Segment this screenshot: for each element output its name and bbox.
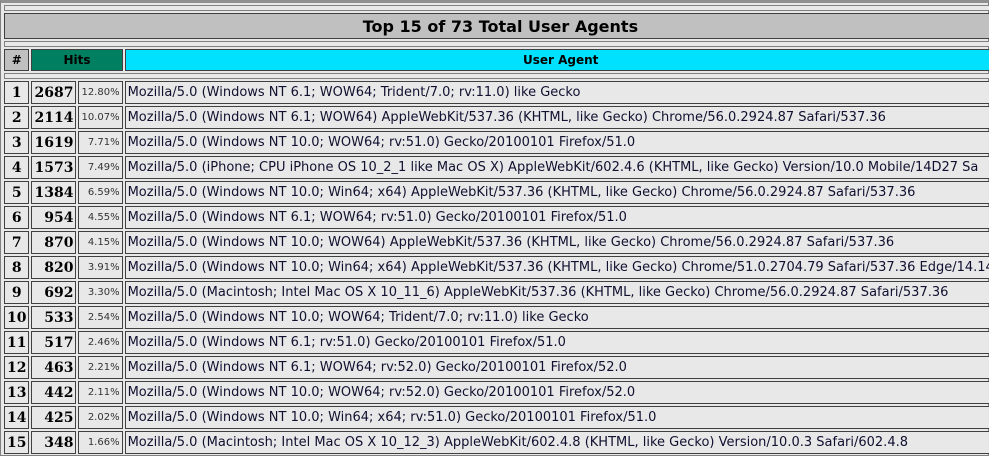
hits-cell: 954 xyxy=(31,206,77,229)
table-row: 14 425 2.02% Mozilla/5.0 (Windows NT 10.0; … xyxy=(4,406,989,429)
user-agent-cell: Mozilla/5.0 (iPhone; CPU iPhone OS 10_2_… xyxy=(124,156,989,179)
percent-cell: 2.46% xyxy=(78,331,123,354)
percent-cell: 2.11% xyxy=(78,381,123,404)
user-agent-cell: Mozilla/5.0 (Windows NT 10.0; WOW64; rv:… xyxy=(124,381,989,404)
percent-cell: 2.02% xyxy=(78,406,123,429)
user-agent-cell: Mozilla/5.0 (Windows NT 6.1; WOW64; rv:5… xyxy=(124,206,989,229)
table-row: 6 954 4.55% Mozilla/5.0 (Windows NT 6.1; WO… xyxy=(4,206,989,229)
user-agent-cell: Mozilla/5.0 (Windows NT 6.1; WOW64; Trid… xyxy=(124,81,989,104)
table-row: 15 348 1.66% Mozilla/5.0 (Macintosh; Intel … xyxy=(4,431,989,454)
rank-cell: 11 xyxy=(4,331,30,354)
user-agents-table: Top 15 of 73 Total User Agents # Hits Us… xyxy=(2,3,989,456)
header-rank: # xyxy=(4,49,30,71)
rank-cell: 2 xyxy=(4,106,30,129)
rank-cell: 4 xyxy=(4,156,30,179)
user-agent-cell: Mozilla/5.0 (Windows NT 10.0; WOW64; rv:… xyxy=(124,131,989,154)
hits-cell: 2687 xyxy=(31,81,77,104)
percent-cell: 4.15% xyxy=(78,231,123,254)
rank-cell: 9 xyxy=(4,281,30,304)
user-agent-cell: Mozilla/5.0 (Windows NT 10.0; Win64; x64… xyxy=(124,406,989,429)
user-agent-cell: Mozilla/5.0 (Windows NT 10.0; WOW64; Tri… xyxy=(124,306,989,329)
user-agent-cell: Mozilla/5.0 (Windows NT 10.0; WOW64) App… xyxy=(124,231,989,254)
table-row: 12 463 2.21% Mozilla/5.0 (Windows NT 6.1; W… xyxy=(4,356,989,379)
hits-cell: 425 xyxy=(31,406,77,429)
rank-cell: 10 xyxy=(4,306,30,329)
header-hits: Hits xyxy=(31,49,123,71)
hits-cell: 348 xyxy=(31,431,77,454)
user-agent-cell: Mozilla/5.0 (Windows NT 10.0; Win64; x64… xyxy=(124,181,989,204)
percent-cell: 7.49% xyxy=(78,156,123,179)
hits-cell: 1619 xyxy=(31,131,77,154)
spacer xyxy=(4,73,989,79)
percent-cell: 1.66% xyxy=(78,431,123,454)
user-agent-cell: Mozilla/5.0 (Windows NT 6.1; WOW64; rv:5… xyxy=(124,356,989,379)
user-agent-cell: Mozilla/5.0 (Windows NT 10.0; Win64; x64… xyxy=(124,256,989,279)
percent-cell: 7.71% xyxy=(78,131,123,154)
user-agent-cell: Mozilla/5.0 (Macintosh; Intel Mac OS X 1… xyxy=(124,281,989,304)
table-row: 4 1573 7.49% Mozilla/5.0 (iPhone; CPU iPhon… xyxy=(4,156,989,179)
hits-cell: 533 xyxy=(31,306,77,329)
spacer xyxy=(4,41,989,47)
hits-cell: 517 xyxy=(31,331,77,354)
user-agent-cell: Mozilla/5.0 (Macintosh; Intel Mac OS X 1… xyxy=(124,431,989,454)
rank-cell: 3 xyxy=(4,131,30,154)
table-row: 7 870 4.15% Mozilla/5.0 (Windows NT 10.0; W… xyxy=(4,231,989,254)
hits-cell: 442 xyxy=(31,381,77,404)
table-row: 2 2114 10.07% Mozilla/5.0 (Windows NT 6.1; … xyxy=(4,106,989,129)
table-row: 13 442 2.11% Mozilla/5.0 (Windows NT 10.0; … xyxy=(4,381,989,404)
hits-cell: 692 xyxy=(31,281,77,304)
hits-cell: 463 xyxy=(31,356,77,379)
percent-cell: 3.30% xyxy=(78,281,123,304)
hits-cell: 820 xyxy=(31,256,77,279)
spacer xyxy=(4,5,989,11)
user-agent-cell: Mozilla/5.0 (Windows NT 6.1; WOW64) Appl… xyxy=(124,106,989,129)
rank-cell: 1 xyxy=(4,81,30,104)
table-row: 8 820 3.91% Mozilla/5.0 (Windows NT 10.0; W… xyxy=(4,256,989,279)
rank-cell: 12 xyxy=(4,356,30,379)
hits-cell: 1573 xyxy=(31,156,77,179)
table-row: 10 533 2.54% Mozilla/5.0 (Windows NT 10.0; … xyxy=(4,306,989,329)
percent-cell: 12.80% xyxy=(78,81,123,104)
user-agent-cell: Mozilla/5.0 (Windows NT 6.1; rv:51.0) Ge… xyxy=(124,331,989,354)
table-row: 5 1384 6.59% Mozilla/5.0 (Windows NT 10.0; … xyxy=(4,181,989,204)
table-row: 11 517 2.46% Mozilla/5.0 (Windows NT 6.1; r… xyxy=(4,331,989,354)
hits-cell: 870 xyxy=(31,231,77,254)
header-user-agent: User Agent xyxy=(124,49,989,71)
rank-cell: 7 xyxy=(4,231,30,254)
rank-cell: 6 xyxy=(4,206,30,229)
percent-cell: 2.21% xyxy=(78,356,123,379)
percent-cell: 3.91% xyxy=(78,256,123,279)
rank-cell: 5 xyxy=(4,181,30,204)
percent-cell: 10.07% xyxy=(78,106,123,129)
hits-cell: 2114 xyxy=(31,106,77,129)
rank-cell: 8 xyxy=(4,256,30,279)
table-row: 3 1619 7.71% Mozilla/5.0 (Windows NT 10.0; … xyxy=(4,131,989,154)
table-row: 9 692 3.30% Mozilla/5.0 (Macintosh; Intel M… xyxy=(4,281,989,304)
percent-cell: 4.55% xyxy=(78,206,123,229)
rank-cell: 15 xyxy=(4,431,30,454)
rank-cell: 14 xyxy=(4,406,30,429)
table-row: 1 2687 12.80% Mozilla/5.0 (Windows NT 6.1; … xyxy=(4,81,989,104)
table-title: Top 15 of 73 Total User Agents xyxy=(4,13,989,39)
hits-cell: 1384 xyxy=(31,181,77,204)
percent-cell: 6.59% xyxy=(78,181,123,204)
rank-cell: 13 xyxy=(4,381,30,404)
percent-cell: 2.54% xyxy=(78,306,123,329)
